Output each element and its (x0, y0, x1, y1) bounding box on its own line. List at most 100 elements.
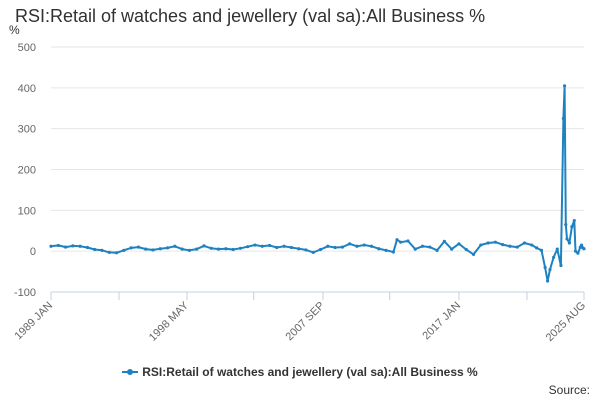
data-point-0-59 (471, 252, 476, 257)
data-point-0-54 (435, 248, 439, 252)
data-point-0-76 (561, 116, 565, 121)
source-label: Source: (548, 383, 590, 397)
data-point-0-10 (122, 248, 126, 252)
data-point-0-42 (355, 244, 359, 248)
data-point-0-79 (565, 237, 569, 241)
x-tick-label-3: 2017 JAN (420, 300, 463, 343)
data-point-0-23 (216, 247, 221, 251)
data-point-0-7 (100, 248, 104, 252)
data-point-0-17 (173, 244, 177, 248)
data-point-0-65 (515, 245, 519, 249)
data-point-0-12 (136, 245, 141, 249)
data-point-0-60 (479, 243, 483, 247)
data-point-0-0 (49, 244, 53, 248)
data-point-0-5 (85, 245, 90, 250)
data-point-0-57 (457, 242, 461, 246)
data-point-0-71 (545, 279, 550, 283)
data-point-0-80 (567, 241, 572, 245)
y-tick-label-0: -100 (14, 287, 36, 299)
data-point-0-29 (260, 244, 264, 248)
data-point-0-64 (508, 244, 512, 248)
data-point-0-37 (318, 247, 323, 252)
series-line-0 (50, 84, 585, 282)
data-point-0-81 (570, 225, 574, 229)
data-point-0-39 (333, 245, 337, 250)
data-point-0-68 (535, 246, 539, 250)
data-point-0-31 (275, 245, 279, 250)
data-point-0-34 (297, 247, 301, 251)
y-tick-label-5: 400 (18, 83, 36, 95)
data-point-0-18 (180, 247, 184, 251)
data-point-0-30 (267, 243, 272, 248)
data-point-0-48 (395, 238, 399, 242)
data-point-0-58 (464, 247, 468, 252)
chart-title: RSI:Retail of watches and jewellery (val… (15, 6, 486, 26)
data-point-0-3 (71, 244, 75, 248)
data-point-0-9 (114, 251, 119, 255)
data-point-0-33 (289, 245, 293, 250)
x-tick-label-0: 1989 JAN (12, 300, 55, 343)
data-point-0-11 (129, 246, 133, 250)
data-point-0-32 (282, 244, 286, 248)
y-axis-unit: % (9, 23, 20, 37)
data-point-0-6 (93, 247, 97, 252)
data-point-0-84 (576, 251, 580, 255)
data-point-0-63 (501, 243, 505, 247)
y-tick-label-1: 0 (30, 246, 36, 258)
data-point-0-35 (304, 248, 308, 252)
data-point-0-36 (311, 250, 315, 254)
data-point-0-45 (377, 247, 381, 251)
data-point-0-25 (231, 247, 235, 252)
data-point-0-72 (548, 267, 552, 272)
y-tick-label-4: 300 (18, 124, 36, 136)
data-point-0-82 (572, 218, 576, 223)
data-point-0-86 (579, 243, 584, 247)
gridlines (51, 46, 584, 252)
data-point-0-62 (493, 240, 497, 244)
data-point-0-24 (224, 247, 228, 251)
data-point-0-50 (406, 239, 410, 243)
legend-swatch-icon (122, 367, 139, 377)
data-point-0-74 (555, 247, 559, 251)
y-tick-label-3: 200 (18, 165, 36, 177)
x-tick-label-4: 2025 AUG (544, 300, 588, 344)
data-point-0-88 (582, 247, 586, 251)
legend-label: RSI:Retail of watches and jewellery (val… (142, 365, 478, 379)
y-tick-label-6: 500 (18, 42, 36, 54)
data-point-0-2 (63, 245, 68, 249)
data-point-0-14 (151, 248, 155, 252)
x-axis: 1989 JAN 1998 MAY 2007 SEP 2017 JAN 2025 AUG (12, 291, 588, 344)
data-point-0-19 (187, 248, 192, 252)
data-point-0-77 (562, 84, 567, 88)
data-point-0-44 (369, 244, 374, 248)
data-point-0-40 (340, 245, 344, 249)
data-point-0-20 (195, 247, 199, 251)
data-point-0-83 (573, 249, 578, 253)
data-point-0-27 (246, 245, 250, 249)
data-point-0-15 (158, 247, 162, 251)
legend[interactable]: RSI:Retail of watches and jewellery (val… (0, 365, 600, 379)
data-point-0-70 (543, 265, 547, 270)
series-layer (49, 84, 586, 283)
data-point-0-43 (362, 243, 366, 247)
data-point-0-26 (238, 246, 243, 250)
data-point-0-13 (144, 247, 148, 251)
data-point-0-38 (326, 244, 330, 248)
data-point-0-41 (348, 242, 352, 246)
data-point-0-21 (202, 244, 206, 248)
y-axis-ticks: -100 0 100 200 300 400 500 (14, 42, 36, 299)
data-point-0-66 (522, 241, 527, 245)
data-point-0-53 (428, 245, 432, 249)
data-point-0-4 (78, 244, 82, 248)
data-point-0-1 (56, 243, 60, 248)
data-point-0-78 (564, 223, 568, 227)
x-tick-label-1: 1998 MAY (147, 299, 192, 344)
data-point-0-46 (384, 248, 388, 252)
data-point-0-28 (253, 243, 257, 247)
data-point-0-67 (530, 243, 534, 247)
data-point-0-47 (391, 250, 395, 254)
data-point-0-16 (165, 246, 170, 250)
data-point-0-8 (107, 250, 111, 254)
data-point-0-51 (413, 247, 417, 251)
